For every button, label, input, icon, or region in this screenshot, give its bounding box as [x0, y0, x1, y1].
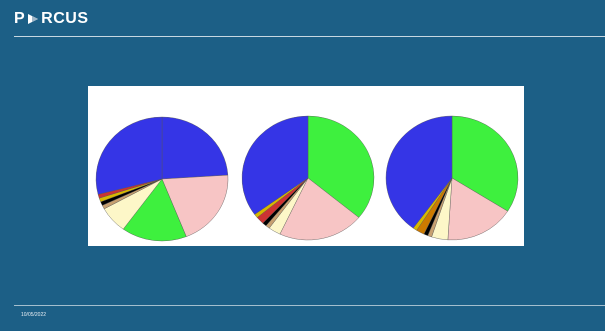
pie-chart-figure — [88, 86, 524, 246]
pie-chart-1 — [95, 116, 229, 242]
brand-letter-p: P — [14, 10, 26, 27]
pie-chart-2 — [241, 115, 375, 241]
pie-panel-2 — [236, 86, 381, 246]
pie-panel-3 — [380, 86, 525, 246]
brand-mark-icon — [28, 14, 39, 24]
pie-slice — [122, 178, 187, 242]
pie-slice — [307, 115, 375, 218]
pie-panel-1 — [90, 86, 235, 246]
brand-letters: RCUS — [41, 10, 89, 27]
pie-slice — [385, 115, 453, 229]
pie-slice — [447, 177, 509, 241]
brand-logo: P RCUS — [14, 9, 89, 29]
pie-chart-3 — [385, 115, 519, 241]
pie-slice — [95, 116, 163, 195]
pie-slice — [161, 116, 229, 180]
pie-slice — [161, 174, 229, 237]
header-divider — [14, 36, 605, 37]
pie-slice — [279, 177, 360, 241]
footer-divider — [14, 305, 605, 306]
pie-slice — [241, 115, 309, 215]
pie-slice — [451, 115, 519, 212]
footer-date: 10/05/2022 — [21, 312, 47, 318]
